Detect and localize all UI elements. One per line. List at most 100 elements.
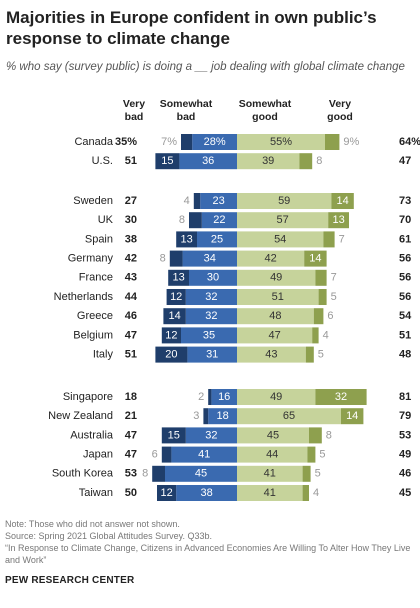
value-somewhat-bad-spain: 25 <box>211 233 223 245</box>
total-good-belgium: 51 <box>399 329 411 341</box>
value-somewhat-bad-germany: 34 <box>204 253 216 265</box>
bar-very-good-south-korea <box>302 465 311 482</box>
total-bad-uk: 30 <box>125 214 137 226</box>
bar-very-bad-greece <box>163 308 186 325</box>
bar-somewhat-bad-canada <box>192 134 237 150</box>
value-very-good-taiwan: 4 <box>313 487 319 499</box>
value-very-bad-taiwan: 12 <box>160 487 172 499</box>
bar-somewhat-bad-italy <box>187 346 237 363</box>
value-somewhat-good-australia: 45 <box>267 429 279 441</box>
value-very-bad-canada: 7% <box>161 136 177 148</box>
bar-somewhat-good-sweden <box>237 193 332 209</box>
value-very-good-greece: 6 <box>327 310 333 322</box>
country-label-spain: Spain <box>85 233 113 245</box>
value-somewhat-bad-new-zealand: 18 <box>216 410 228 422</box>
total-bad-netherlands: 44 <box>125 291 138 303</box>
bar-very-good-uk <box>328 212 349 229</box>
total-bad-south-korea: 53 <box>125 468 137 480</box>
bar-somewhat-bad-u-s- <box>179 153 237 170</box>
total-good-netherlands: 56 <box>399 291 411 303</box>
bar-somewhat-good-taiwan <box>237 485 303 501</box>
bar-somewhat-good-germany <box>237 250 305 267</box>
bar-very-bad-france <box>168 269 189 286</box>
bar-very-bad-spain <box>176 231 197 248</box>
bar-very-good-u-s- <box>299 153 313 170</box>
value-somewhat-bad-south-korea: 45 <box>195 468 207 480</box>
country-label-uk: UK <box>98 214 114 226</box>
total-bad-sweden: 27 <box>125 195 137 207</box>
value-very-bad-u-s-: 15 <box>161 155 173 167</box>
bar-somewhat-bad-japan <box>171 446 237 463</box>
bar-somewhat-good-japan <box>237 446 308 463</box>
bar-very-good-belgium <box>312 327 319 344</box>
value-very-bad-uk: 8 <box>179 214 185 226</box>
bar-very-good-netherlands <box>318 289 327 305</box>
bar-somewhat-good-australia <box>237 427 309 444</box>
source-text: Source: Spring 2021 Global Attitudes Sur… <box>5 531 212 541</box>
bar-very-good-canada <box>325 134 340 150</box>
bar-somewhat-bad-south-korea <box>165 465 237 482</box>
bar-very-bad-u-s- <box>155 153 180 170</box>
legend-label-very-bad: Very <box>123 98 145 110</box>
bar-somewhat-bad-new-zealand <box>208 408 237 425</box>
chart-title: Majorities in Europe confident in own pu… <box>6 8 377 48</box>
total-bad-new-zealand: 21 <box>125 410 137 422</box>
total-good-singapore: 81 <box>399 391 411 403</box>
total-good-spain: 61 <box>399 233 411 245</box>
bar-very-bad-south-korea <box>152 465 165 482</box>
bar-very-bad-sweden <box>193 193 201 209</box>
value-somewhat-good-germany: 42 <box>264 253 276 265</box>
value-very-good-spain: 7 <box>339 233 345 245</box>
value-somewhat-bad-france: 30 <box>207 272 219 284</box>
value-very-bad-sweden: 4 <box>184 195 190 207</box>
bar-somewhat-good-italy <box>237 346 306 363</box>
bar-somewhat-good-south-korea <box>237 465 303 482</box>
country-label-sweden: Sweden <box>73 195 113 207</box>
bar-somewhat-bad-germany <box>182 250 237 267</box>
value-very-good-singapore: 32 <box>335 391 347 403</box>
value-somewhat-bad-sweden: 23 <box>212 195 224 207</box>
bar-somewhat-good-singapore <box>237 389 316 405</box>
bar-somewhat-bad-uk <box>201 212 237 229</box>
bar-somewhat-bad-spain <box>197 231 237 248</box>
bar-very-good-singapore <box>315 389 367 405</box>
value-somewhat-good-greece: 48 <box>269 310 281 322</box>
value-somewhat-bad-italy: 31 <box>206 349 218 361</box>
bar-very-good-spain <box>323 231 335 248</box>
pew-research-center-label: PEW RESEARCH CENTER <box>5 575 135 586</box>
total-bad-japan: 47 <box>125 449 137 461</box>
value-very-good-germany: 14 <box>309 253 321 265</box>
value-very-good-belgium: 4 <box>323 329 329 341</box>
country-label-south-korea: South Korea <box>52 468 114 480</box>
bar-very-bad-canada <box>181 134 193 150</box>
value-somewhat-bad-taiwan: 38 <box>200 487 212 499</box>
bar-somewhat-bad-singapore <box>211 389 237 405</box>
value-somewhat-bad-u-s-: 36 <box>202 155 214 167</box>
total-bad-spain: 38 <box>125 233 137 245</box>
bar-very-good-japan <box>307 446 316 463</box>
value-somewhat-good-taiwan: 41 <box>264 487 276 499</box>
value-somewhat-bad-japan: 41 <box>198 449 210 461</box>
total-good-greece: 54 <box>399 310 412 322</box>
total-bad-belgium: 47 <box>125 329 137 341</box>
value-very-bad-germany: 8 <box>160 253 166 265</box>
bar-somewhat-bad-australia <box>185 427 237 444</box>
note-text: Note: Those who did not answer not shown… <box>5 519 180 529</box>
total-good-south-korea: 46 <box>399 468 411 480</box>
country-label-australia: Australia <box>70 429 114 441</box>
value-very-good-france: 7 <box>331 272 337 284</box>
country-label-japan: Japan <box>83 449 113 461</box>
value-somewhat-bad-canada: 28% <box>204 136 226 148</box>
value-very-bad-france: 13 <box>172 272 184 284</box>
value-very-bad-singapore: 2 <box>198 391 204 403</box>
bar-very-good-france <box>315 269 327 286</box>
bar-somewhat-good-uk <box>237 212 329 229</box>
value-very-bad-netherlands: 12 <box>170 291 182 303</box>
bar-very-bad-japan <box>161 446 172 463</box>
country-label-france: France <box>79 272 113 284</box>
value-somewhat-good-south-korea: 41 <box>264 468 276 480</box>
value-very-bad-belgium: 12 <box>165 329 177 341</box>
country-label-germany: Germany <box>68 253 114 265</box>
report-title-text: “In Response to Climate Change, Citizens… <box>5 543 411 565</box>
diverging-bar-chart: VerybadSomewhatbadSomewhatgoodVerygoodCa… <box>48 98 420 501</box>
